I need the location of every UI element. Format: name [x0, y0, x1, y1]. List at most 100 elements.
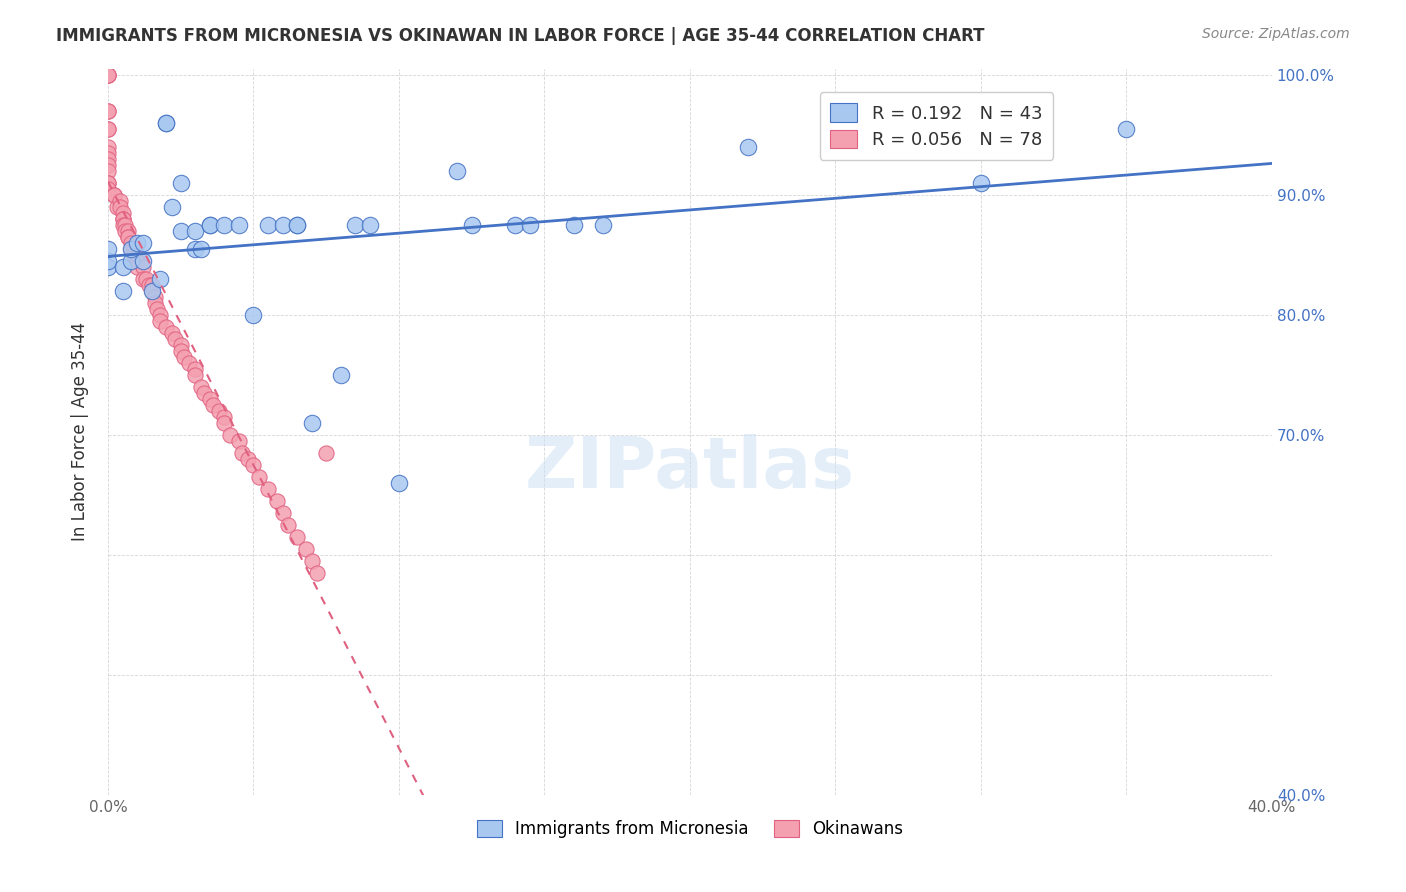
Point — [111, 211, 134, 226]
Point — [214, 218, 236, 232]
Point — [117, 224, 139, 238]
Point — [247, 469, 270, 483]
Point — [105, 200, 128, 214]
Point — [97, 176, 120, 190]
Point — [111, 206, 134, 220]
Point — [155, 319, 177, 334]
Point — [184, 368, 207, 382]
Point — [277, 517, 299, 532]
Point — [562, 218, 585, 232]
Point — [160, 200, 183, 214]
Point — [170, 176, 193, 190]
Point — [231, 446, 253, 460]
Point — [120, 235, 142, 250]
Point — [236, 451, 259, 466]
Point — [132, 253, 155, 268]
Point — [111, 218, 134, 232]
Point — [155, 116, 177, 130]
Text: IMMIGRANTS FROM MICRONESIA VS OKINAWAN IN LABOR FORCE | AGE 35-44 CORRELATION CH: IMMIGRANTS FROM MICRONESIA VS OKINAWAN I… — [56, 27, 984, 45]
Point — [446, 164, 468, 178]
Point — [315, 446, 337, 460]
Point — [970, 176, 993, 190]
Point — [214, 416, 236, 430]
Point — [198, 392, 221, 406]
Point — [97, 68, 120, 82]
Point — [97, 145, 120, 160]
Point — [141, 284, 163, 298]
Point — [285, 530, 308, 544]
Point — [170, 224, 193, 238]
Point — [190, 380, 212, 394]
Point — [127, 235, 149, 250]
Point — [207, 404, 229, 418]
Point — [97, 182, 120, 196]
Point — [257, 482, 280, 496]
Legend: Immigrants from Micronesia, Okinawans: Immigrants from Micronesia, Okinawans — [470, 813, 910, 845]
Point — [193, 385, 215, 400]
Point — [122, 248, 145, 262]
Point — [120, 253, 142, 268]
Point — [138, 277, 160, 292]
Point — [149, 272, 172, 286]
Point — [592, 218, 614, 232]
Point — [271, 218, 294, 232]
Point — [307, 566, 329, 580]
Point — [198, 218, 221, 232]
Text: Source: ZipAtlas.com: Source: ZipAtlas.com — [1202, 27, 1350, 41]
Point — [97, 152, 120, 166]
Point — [214, 409, 236, 424]
Point — [114, 224, 136, 238]
Point — [257, 218, 280, 232]
Point — [143, 295, 166, 310]
Point — [184, 361, 207, 376]
Point — [295, 541, 318, 556]
Point — [97, 176, 120, 190]
Point — [271, 506, 294, 520]
Point — [117, 229, 139, 244]
Point — [135, 272, 157, 286]
Point — [97, 164, 120, 178]
Point — [219, 427, 242, 442]
Point — [460, 218, 482, 232]
Point — [132, 260, 155, 274]
Point — [146, 301, 169, 316]
Point — [228, 434, 250, 448]
Point — [737, 140, 759, 154]
Point — [190, 242, 212, 256]
Point — [117, 229, 139, 244]
Point — [519, 218, 541, 232]
Point — [242, 458, 264, 472]
Point — [160, 326, 183, 340]
Point — [141, 277, 163, 292]
Point — [201, 398, 224, 412]
Point — [127, 253, 149, 268]
Point — [505, 218, 527, 232]
Point — [184, 242, 207, 256]
Point — [114, 218, 136, 232]
Point — [111, 284, 134, 298]
Point — [242, 308, 264, 322]
Point — [301, 554, 323, 568]
Point — [155, 116, 177, 130]
Point — [266, 493, 288, 508]
Point — [108, 200, 131, 214]
Point — [97, 68, 120, 82]
Point — [170, 338, 193, 352]
Point — [127, 248, 149, 262]
Point — [97, 103, 120, 118]
Point — [103, 187, 125, 202]
Point — [122, 242, 145, 256]
Point — [344, 218, 367, 232]
Point — [285, 218, 308, 232]
Point — [97, 158, 120, 172]
Point — [143, 290, 166, 304]
Point — [97, 103, 120, 118]
Point — [103, 187, 125, 202]
Point — [97, 68, 120, 82]
Point — [97, 260, 120, 274]
Point — [97, 140, 120, 154]
Point — [132, 272, 155, 286]
Point — [127, 260, 149, 274]
Point — [359, 218, 381, 232]
Point — [1115, 121, 1137, 136]
